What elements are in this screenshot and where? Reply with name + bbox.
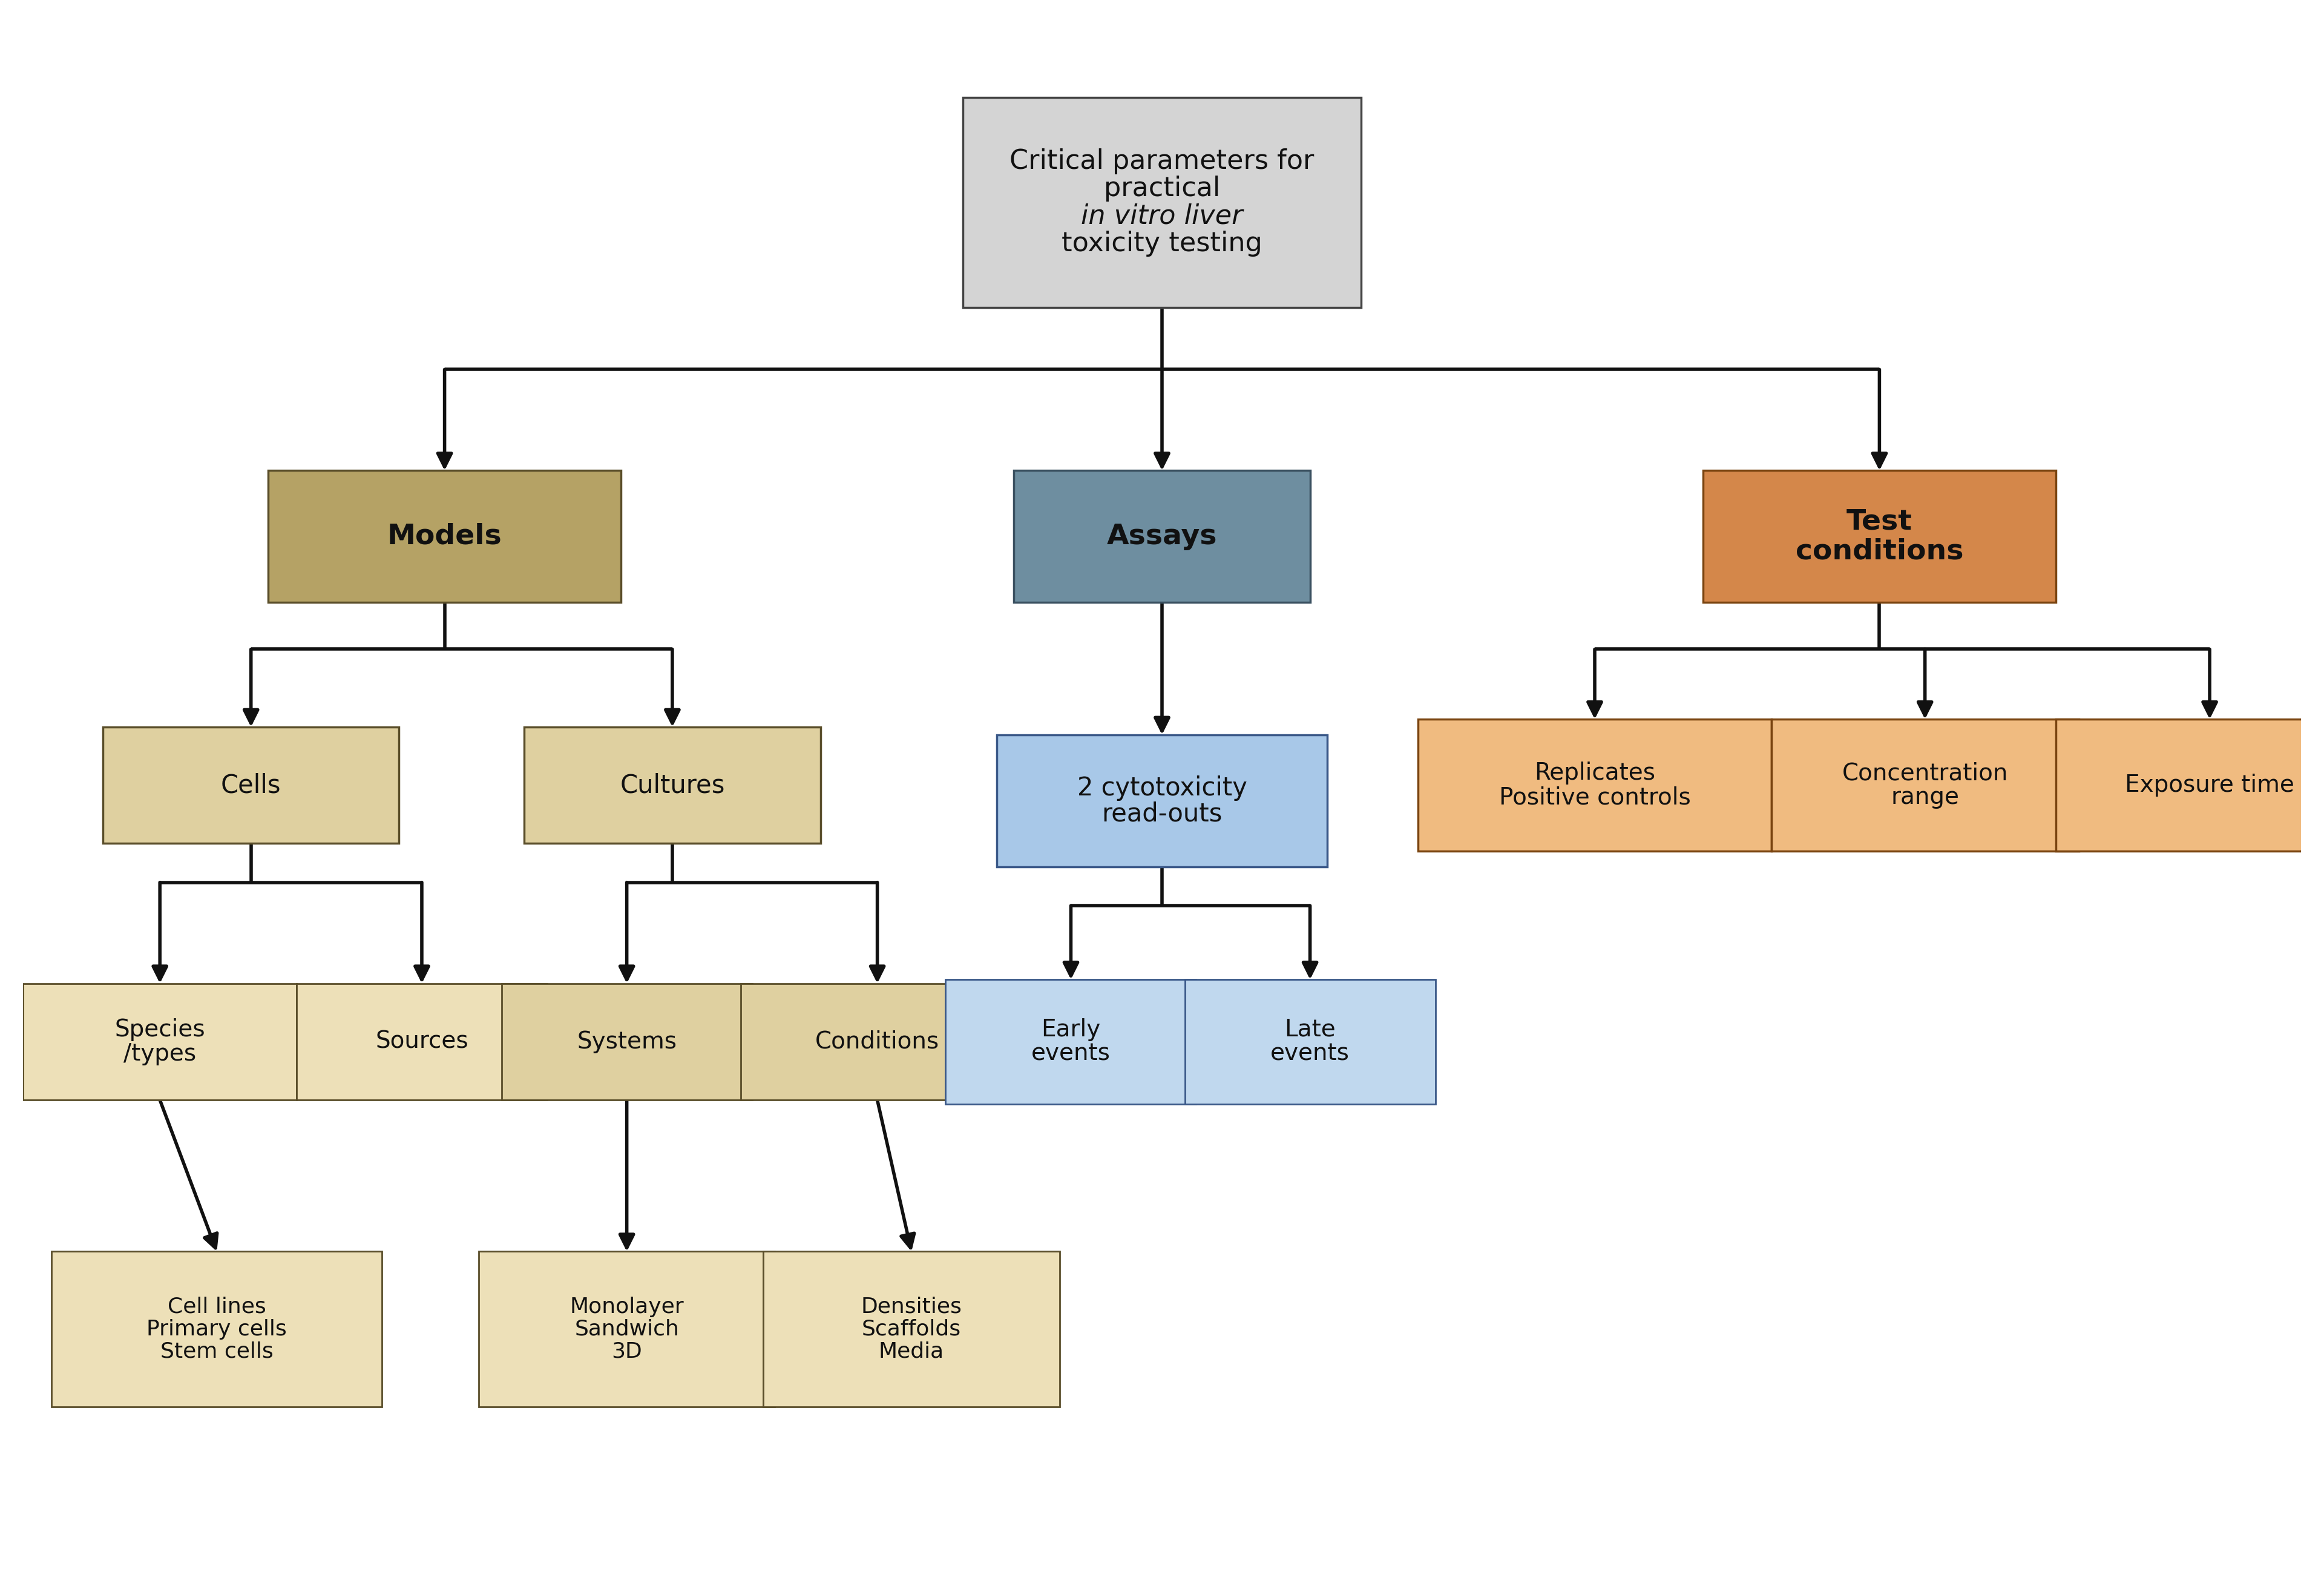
Text: Media: Media: [878, 1342, 944, 1362]
FancyBboxPatch shape: [297, 983, 546, 1101]
Text: Concentration: Concentration: [1843, 761, 2008, 785]
Text: Systems: Systems: [576, 1031, 676, 1053]
FancyBboxPatch shape: [1703, 471, 2057, 603]
FancyBboxPatch shape: [1418, 718, 1771, 852]
FancyBboxPatch shape: [525, 726, 820, 844]
FancyBboxPatch shape: [962, 97, 1362, 308]
Text: events: events: [1032, 1042, 1111, 1066]
Text: Critical parameters for: Critical parameters for: [1009, 147, 1315, 174]
Text: Cultures: Cultures: [621, 772, 725, 798]
FancyBboxPatch shape: [741, 983, 1013, 1101]
Text: 2 cytotoxicity: 2 cytotoxicity: [1076, 776, 1248, 801]
Text: Cell lines: Cell lines: [167, 1297, 265, 1316]
Text: events: events: [1271, 1042, 1350, 1066]
Text: Monolayer: Monolayer: [569, 1297, 683, 1316]
Text: Assays: Assays: [1106, 523, 1218, 550]
Text: Late: Late: [1285, 1018, 1336, 1040]
Text: Positive controls: Positive controls: [1499, 785, 1690, 809]
Text: Stem cells: Stem cells: [160, 1342, 274, 1362]
Text: Models: Models: [388, 523, 502, 550]
Text: Early: Early: [1041, 1018, 1102, 1040]
Text: 3D: 3D: [611, 1342, 641, 1362]
Text: range: range: [1892, 785, 1959, 809]
Text: Cells: Cells: [221, 772, 281, 798]
Text: in vitro liver: in vitro liver: [1081, 203, 1243, 228]
FancyBboxPatch shape: [479, 1251, 774, 1407]
FancyBboxPatch shape: [997, 734, 1327, 868]
FancyBboxPatch shape: [1185, 980, 1436, 1104]
FancyBboxPatch shape: [762, 1251, 1060, 1407]
Text: Densities: Densities: [860, 1297, 962, 1316]
FancyBboxPatch shape: [1013, 471, 1311, 603]
FancyBboxPatch shape: [51, 1251, 381, 1407]
FancyBboxPatch shape: [2057, 718, 2324, 852]
FancyBboxPatch shape: [267, 471, 621, 603]
FancyBboxPatch shape: [946, 980, 1197, 1104]
Text: toxicity testing: toxicity testing: [1062, 230, 1262, 257]
FancyBboxPatch shape: [502, 983, 753, 1101]
Text: /types: /types: [123, 1042, 195, 1066]
Text: Sources: Sources: [374, 1031, 469, 1053]
Text: Replicates: Replicates: [1534, 761, 1655, 785]
Text: Exposure time: Exposure time: [2124, 774, 2294, 796]
Text: conditions: conditions: [1796, 538, 1964, 565]
Text: read-outs: read-outs: [1102, 801, 1222, 826]
Text: Scaffolds: Scaffolds: [862, 1320, 962, 1340]
Text: Test: Test: [1848, 508, 1913, 536]
FancyBboxPatch shape: [23, 983, 297, 1101]
FancyBboxPatch shape: [1771, 718, 2078, 852]
Text: Species: Species: [114, 1018, 205, 1040]
Text: Primary cells: Primary cells: [146, 1320, 286, 1340]
Text: practical: practical: [1104, 176, 1220, 201]
Text: Conditions: Conditions: [816, 1031, 939, 1053]
FancyBboxPatch shape: [102, 726, 400, 844]
Text: Sandwich: Sandwich: [574, 1320, 679, 1340]
